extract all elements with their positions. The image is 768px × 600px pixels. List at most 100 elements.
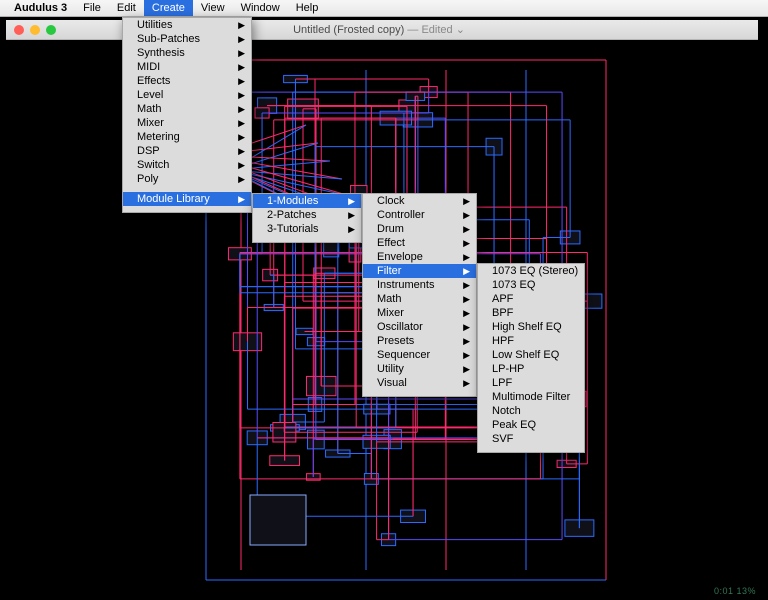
minimize-icon[interactable] [30, 25, 40, 35]
submenu-arrow-icon: ▶ [238, 104, 245, 115]
menu-item-label: Clock [377, 195, 405, 207]
menu-item-label: Math [377, 293, 401, 305]
menu-item-multimode-filter[interactable]: Multimode Filter [478, 390, 584, 404]
submenu-arrow-icon: ▶ [463, 252, 470, 263]
menu-item-hpf[interactable]: HPF [478, 334, 584, 348]
menu-item-label: Mixer [377, 307, 404, 319]
menu-item-effects[interactable]: Effects▶ [123, 74, 251, 88]
submenu-arrow-icon: ▶ [238, 174, 245, 185]
menu-item-2-patches[interactable]: 2-Patches ▶ [253, 208, 361, 222]
submenu-arrow-icon: ▶ [463, 210, 470, 221]
menu-item-controller[interactable]: Controller ▶ [363, 208, 476, 222]
menu-item-label: APF [492, 293, 513, 305]
menu-item-label: 1073 EQ [492, 279, 535, 291]
app-name: Audulus 3 [6, 2, 75, 14]
chevron-down-icon[interactable]: ⌄ [456, 24, 465, 36]
traffic-lights [6, 25, 56, 35]
create-menu: Utilities▶Sub-Patches▶Synthesis▶MIDI▶Eff… [122, 17, 252, 213]
maximize-icon[interactable] [46, 25, 56, 35]
menu-window[interactable]: Window [233, 0, 288, 16]
menu-item-label: 1-Modules [267, 195, 318, 207]
menu-item-poly[interactable]: Poly ▶ [123, 172, 251, 186]
menu-item-effect[interactable]: Effect▶ [363, 236, 476, 250]
menu-item-utilities[interactable]: Utilities▶ [123, 18, 251, 32]
menu-item-label: LPF [492, 377, 512, 389]
menubar: Audulus 3 File Edit Create View Window H… [0, 0, 768, 17]
module-library-submenu: 1-Modules▶2-Patches▶3-Tutorials▶ [252, 193, 362, 243]
menu-item-switch[interactable]: Switch▶ [123, 158, 251, 172]
menu-item-label: Visual [377, 377, 407, 389]
menu-item-lp-hp[interactable]: LP-HP [478, 362, 584, 376]
menu-item-sequencer[interactable]: Sequencer ▶ [363, 348, 476, 362]
menu-item-label: Oscillator [377, 321, 423, 333]
menu-item-1073-eq-stereo-[interactable]: 1073 EQ (Stereo) [478, 264, 584, 278]
menu-item-label: Notch [492, 405, 521, 417]
menu-item-utility[interactable]: Utility▶ [363, 362, 476, 376]
menu-item-drum[interactable]: Drum▶ [363, 222, 476, 236]
menu-item-svf[interactable]: SVF [478, 432, 584, 446]
submenu-arrow-icon: ▶ [463, 196, 470, 207]
menu-item-label: LP-HP [492, 363, 524, 375]
submenu-arrow-icon: ▶ [238, 194, 245, 205]
menu-item-label: Envelope [377, 251, 423, 263]
menu-item-dsp[interactable]: DSP ▶ [123, 144, 251, 158]
menu-item-label: Module Library [137, 193, 210, 205]
menu-item-lpf[interactable]: LPF [478, 376, 584, 390]
menu-item-label: Effects [137, 75, 170, 87]
menu-item-label: Multimode Filter [492, 391, 570, 403]
menu-edit[interactable]: Edit [109, 0, 144, 16]
menu-item-label: Controller [377, 209, 425, 221]
menu-item-instruments[interactable]: Instruments▶ [363, 278, 476, 292]
menu-item-clock[interactable]: Clock ▶ [363, 194, 476, 208]
menu-create[interactable]: Create [144, 0, 193, 16]
submenu-arrow-icon: ▶ [463, 350, 470, 361]
menu-item-label: Drum [377, 223, 404, 235]
menu-help[interactable]: Help [288, 0, 327, 16]
menu-item-low-shelf-eq[interactable]: Low Shelf EQ [478, 348, 584, 362]
menu-item-sub-patches[interactable]: Sub-Patches▶ [123, 32, 251, 46]
menu-item-mixer[interactable]: Mixer▶ [363, 306, 476, 320]
menu-item-midi[interactable]: MIDI▶ [123, 60, 251, 74]
menu-item-visual[interactable]: Visual▶ [363, 376, 476, 390]
submenu-arrow-icon: ▶ [463, 364, 470, 375]
menu-item-presets[interactable]: Presets▶ [363, 334, 476, 348]
menu-item-notch[interactable]: Notch [478, 404, 584, 418]
window-titlebar: Untitled (Frosted copy) — Edited ⌄ [6, 20, 758, 40]
menu-item-label: Low Shelf EQ [492, 349, 559, 361]
menu-file[interactable]: File [75, 0, 109, 16]
menu-item-module-library[interactable]: Module Library ▶ [123, 192, 251, 206]
menu-item-1073-eq[interactable]: 1073 EQ [478, 278, 584, 292]
submenu-arrow-icon: ▶ [348, 210, 355, 221]
menu-item-label: Sequencer [377, 349, 430, 361]
submenu-arrow-icon: ▶ [463, 266, 470, 277]
menu-item-oscillator[interactable]: Oscillator ▶ [363, 320, 476, 334]
menu-item-1-modules[interactable]: 1-Modules ▶ [253, 194, 361, 208]
menu-item-3-tutorials[interactable]: 3-Tutorials▶ [253, 222, 361, 236]
menu-item-apf[interactable]: APF [478, 292, 584, 306]
menu-item-label: Poly [137, 173, 158, 185]
menu-item-label: 2-Patches [267, 209, 317, 221]
menu-item-math[interactable]: Math ▶ [123, 102, 251, 116]
menu-item-metering[interactable]: Metering▶ [123, 130, 251, 144]
menu-item-label: MIDI [137, 61, 160, 73]
menu-item-label: Level [137, 89, 163, 101]
submenu-arrow-icon: ▶ [238, 146, 245, 157]
submenu-arrow-icon: ▶ [348, 196, 355, 207]
menu-item-envelope[interactable]: Envelope ▶ [363, 250, 476, 264]
submenu-arrow-icon: ▶ [463, 280, 470, 291]
menu-item-label: Presets [377, 335, 414, 347]
menu-item-label: HPF [492, 335, 514, 347]
menu-item-mixer[interactable]: Mixer▶ [123, 116, 251, 130]
menu-item-high-shelf-eq[interactable]: High Shelf EQ [478, 320, 584, 334]
menu-item-math[interactable]: Math▶ [363, 292, 476, 306]
menu-item-label: Math [137, 103, 161, 115]
close-icon[interactable] [14, 25, 24, 35]
menu-view[interactable]: View [193, 0, 233, 16]
menu-item-label: DSP [137, 145, 160, 157]
menu-item-peak-eq[interactable]: Peak EQ [478, 418, 584, 432]
menu-item-synthesis[interactable]: Synthesis▶ [123, 46, 251, 60]
submenu-arrow-icon: ▶ [463, 322, 470, 333]
menu-item-filter[interactable]: Filter▶ [363, 264, 476, 278]
menu-item-bpf[interactable]: BPF [478, 306, 584, 320]
menu-item-level[interactable]: Level▶ [123, 88, 251, 102]
